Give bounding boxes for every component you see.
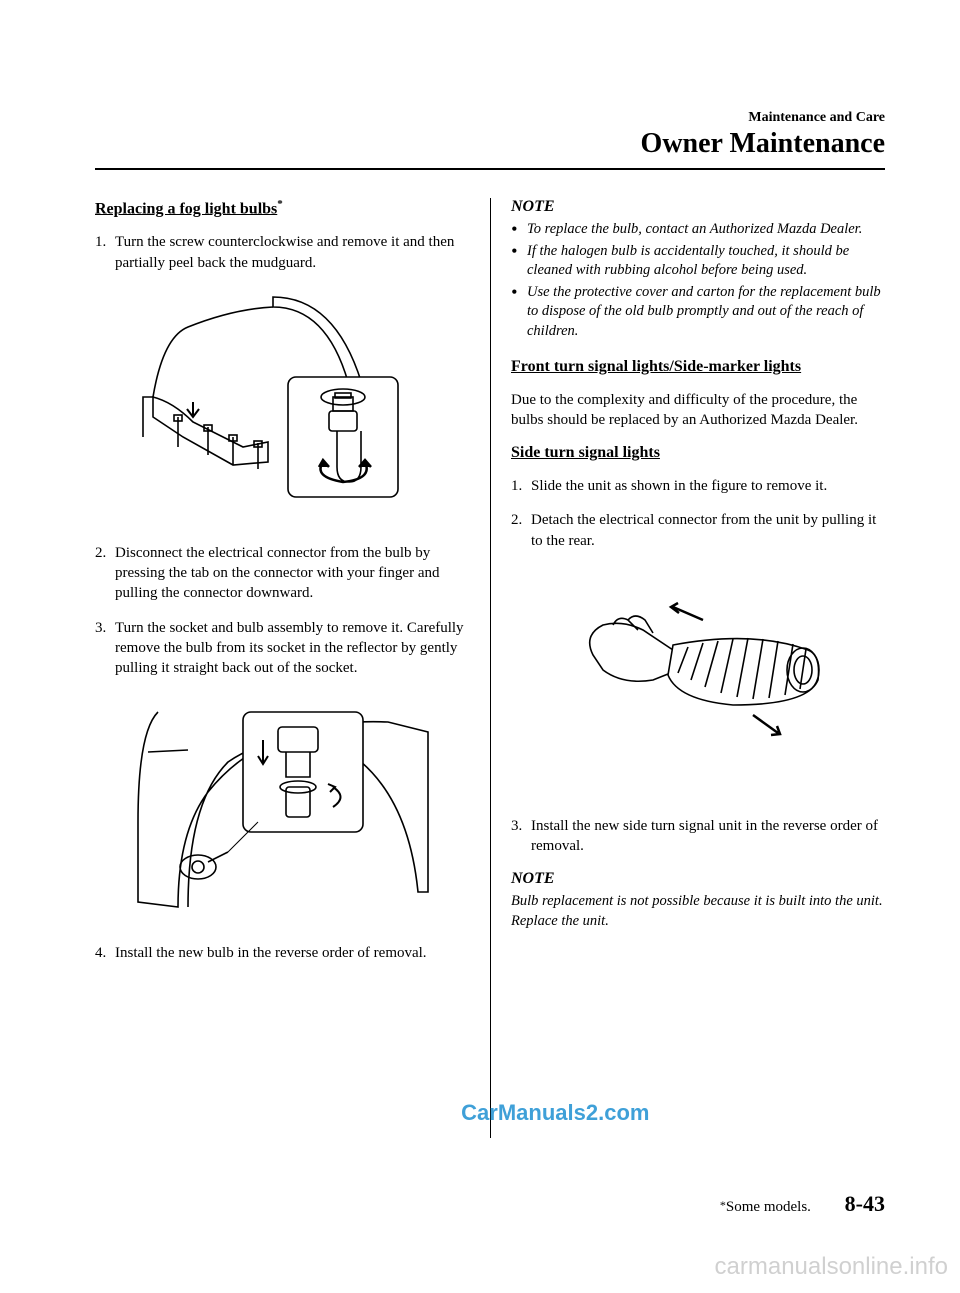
step-text: Disconnect the electrical connector from… (115, 543, 470, 604)
header-title: Owner Maintenance (95, 128, 885, 160)
step-text: Install the new bulb in the reverse orde… (115, 943, 470, 963)
step-text: Detach the electrical connector from the… (531, 510, 885, 551)
note-text: Bulb replacement is not possible because… (511, 892, 885, 931)
page-footer: *Some models. 8-43 (720, 1191, 885, 1217)
step-number: 2. (95, 543, 115, 604)
step-number: 3. (511, 816, 531, 857)
step-item: 2. Disconnect the electrical connector f… (95, 543, 470, 604)
page-header: Maintenance and Care Owner Maintenance (95, 110, 885, 170)
right-column: NOTE To replace the bulb, contact an Aut… (490, 198, 885, 1138)
step-number: 2. (511, 510, 531, 551)
page-number: 8-43 (845, 1191, 885, 1216)
step-item: 4. Install the new bulb in the reverse o… (95, 943, 470, 963)
star-icon: * (277, 198, 283, 210)
footnote-text: Some models. (726, 1199, 811, 1215)
socket-figure (95, 692, 470, 927)
note-heading: NOTE (511, 870, 885, 888)
step-number: 4. (95, 943, 115, 963)
side-signal-title: Side turn signal lights (511, 444, 885, 462)
step-item: 3. Install the new side turn signal unit… (511, 816, 885, 857)
watermark-carmanuals2: CarManuals2.com (461, 1100, 649, 1126)
watermark-carmanualsonline: carmanualsonline.info (715, 1253, 948, 1281)
fog-light-title: Replacing a fog light bulbs* (95, 198, 470, 218)
side-signal-figure (511, 565, 885, 800)
side-signal-illustration (553, 565, 843, 795)
step-text: Turn the socket and bulb assembly to rem… (115, 618, 470, 679)
front-signal-para: Due to the complexity and difficulty of … (511, 390, 885, 431)
mudguard-illustration (133, 287, 433, 522)
fog-light-title-text: Replacing a fog light bulbs (95, 200, 277, 217)
note-heading: NOTE (511, 198, 885, 216)
step-item: 2. Detach the electrical connector from … (511, 510, 885, 551)
step-text: Slide the unit as shown in the figure to… (531, 476, 885, 496)
step-item: 1. Slide the unit as shown in the figure… (511, 476, 885, 496)
footnote: *Some models. (720, 1198, 811, 1216)
note-list: To replace the bulb, contact an Authoriz… (511, 220, 885, 342)
note-item: Use the protective cover and carton for … (511, 283, 885, 342)
step-number: 3. (95, 618, 115, 679)
mudguard-figure (95, 287, 470, 527)
left-column: Replacing a fog light bulbs* 1. Turn the… (95, 198, 490, 1138)
page: Maintenance and Care Owner Maintenance R… (0, 0, 960, 1293)
step-item: 3. Turn the socket and bulb assembly to … (95, 618, 470, 679)
step-text: Turn the screw counterclockwise and remo… (115, 232, 470, 273)
step-number: 1. (511, 476, 531, 496)
step-item: 1. Turn the screw counterclockwise and r… (95, 232, 470, 273)
front-signal-title: Front turn signal lights/Side-marker lig… (511, 358, 885, 376)
step-number: 1. (95, 232, 115, 273)
socket-illustration (128, 692, 438, 922)
header-category: Maintenance and Care (95, 110, 885, 126)
content-columns: Replacing a fog light bulbs* 1. Turn the… (95, 198, 885, 1138)
note-item: To replace the bulb, contact an Authoriz… (511, 220, 885, 240)
step-text: Install the new side turn signal unit in… (531, 816, 885, 857)
note-item: If the halogen bulb is accidentally touc… (511, 242, 885, 281)
